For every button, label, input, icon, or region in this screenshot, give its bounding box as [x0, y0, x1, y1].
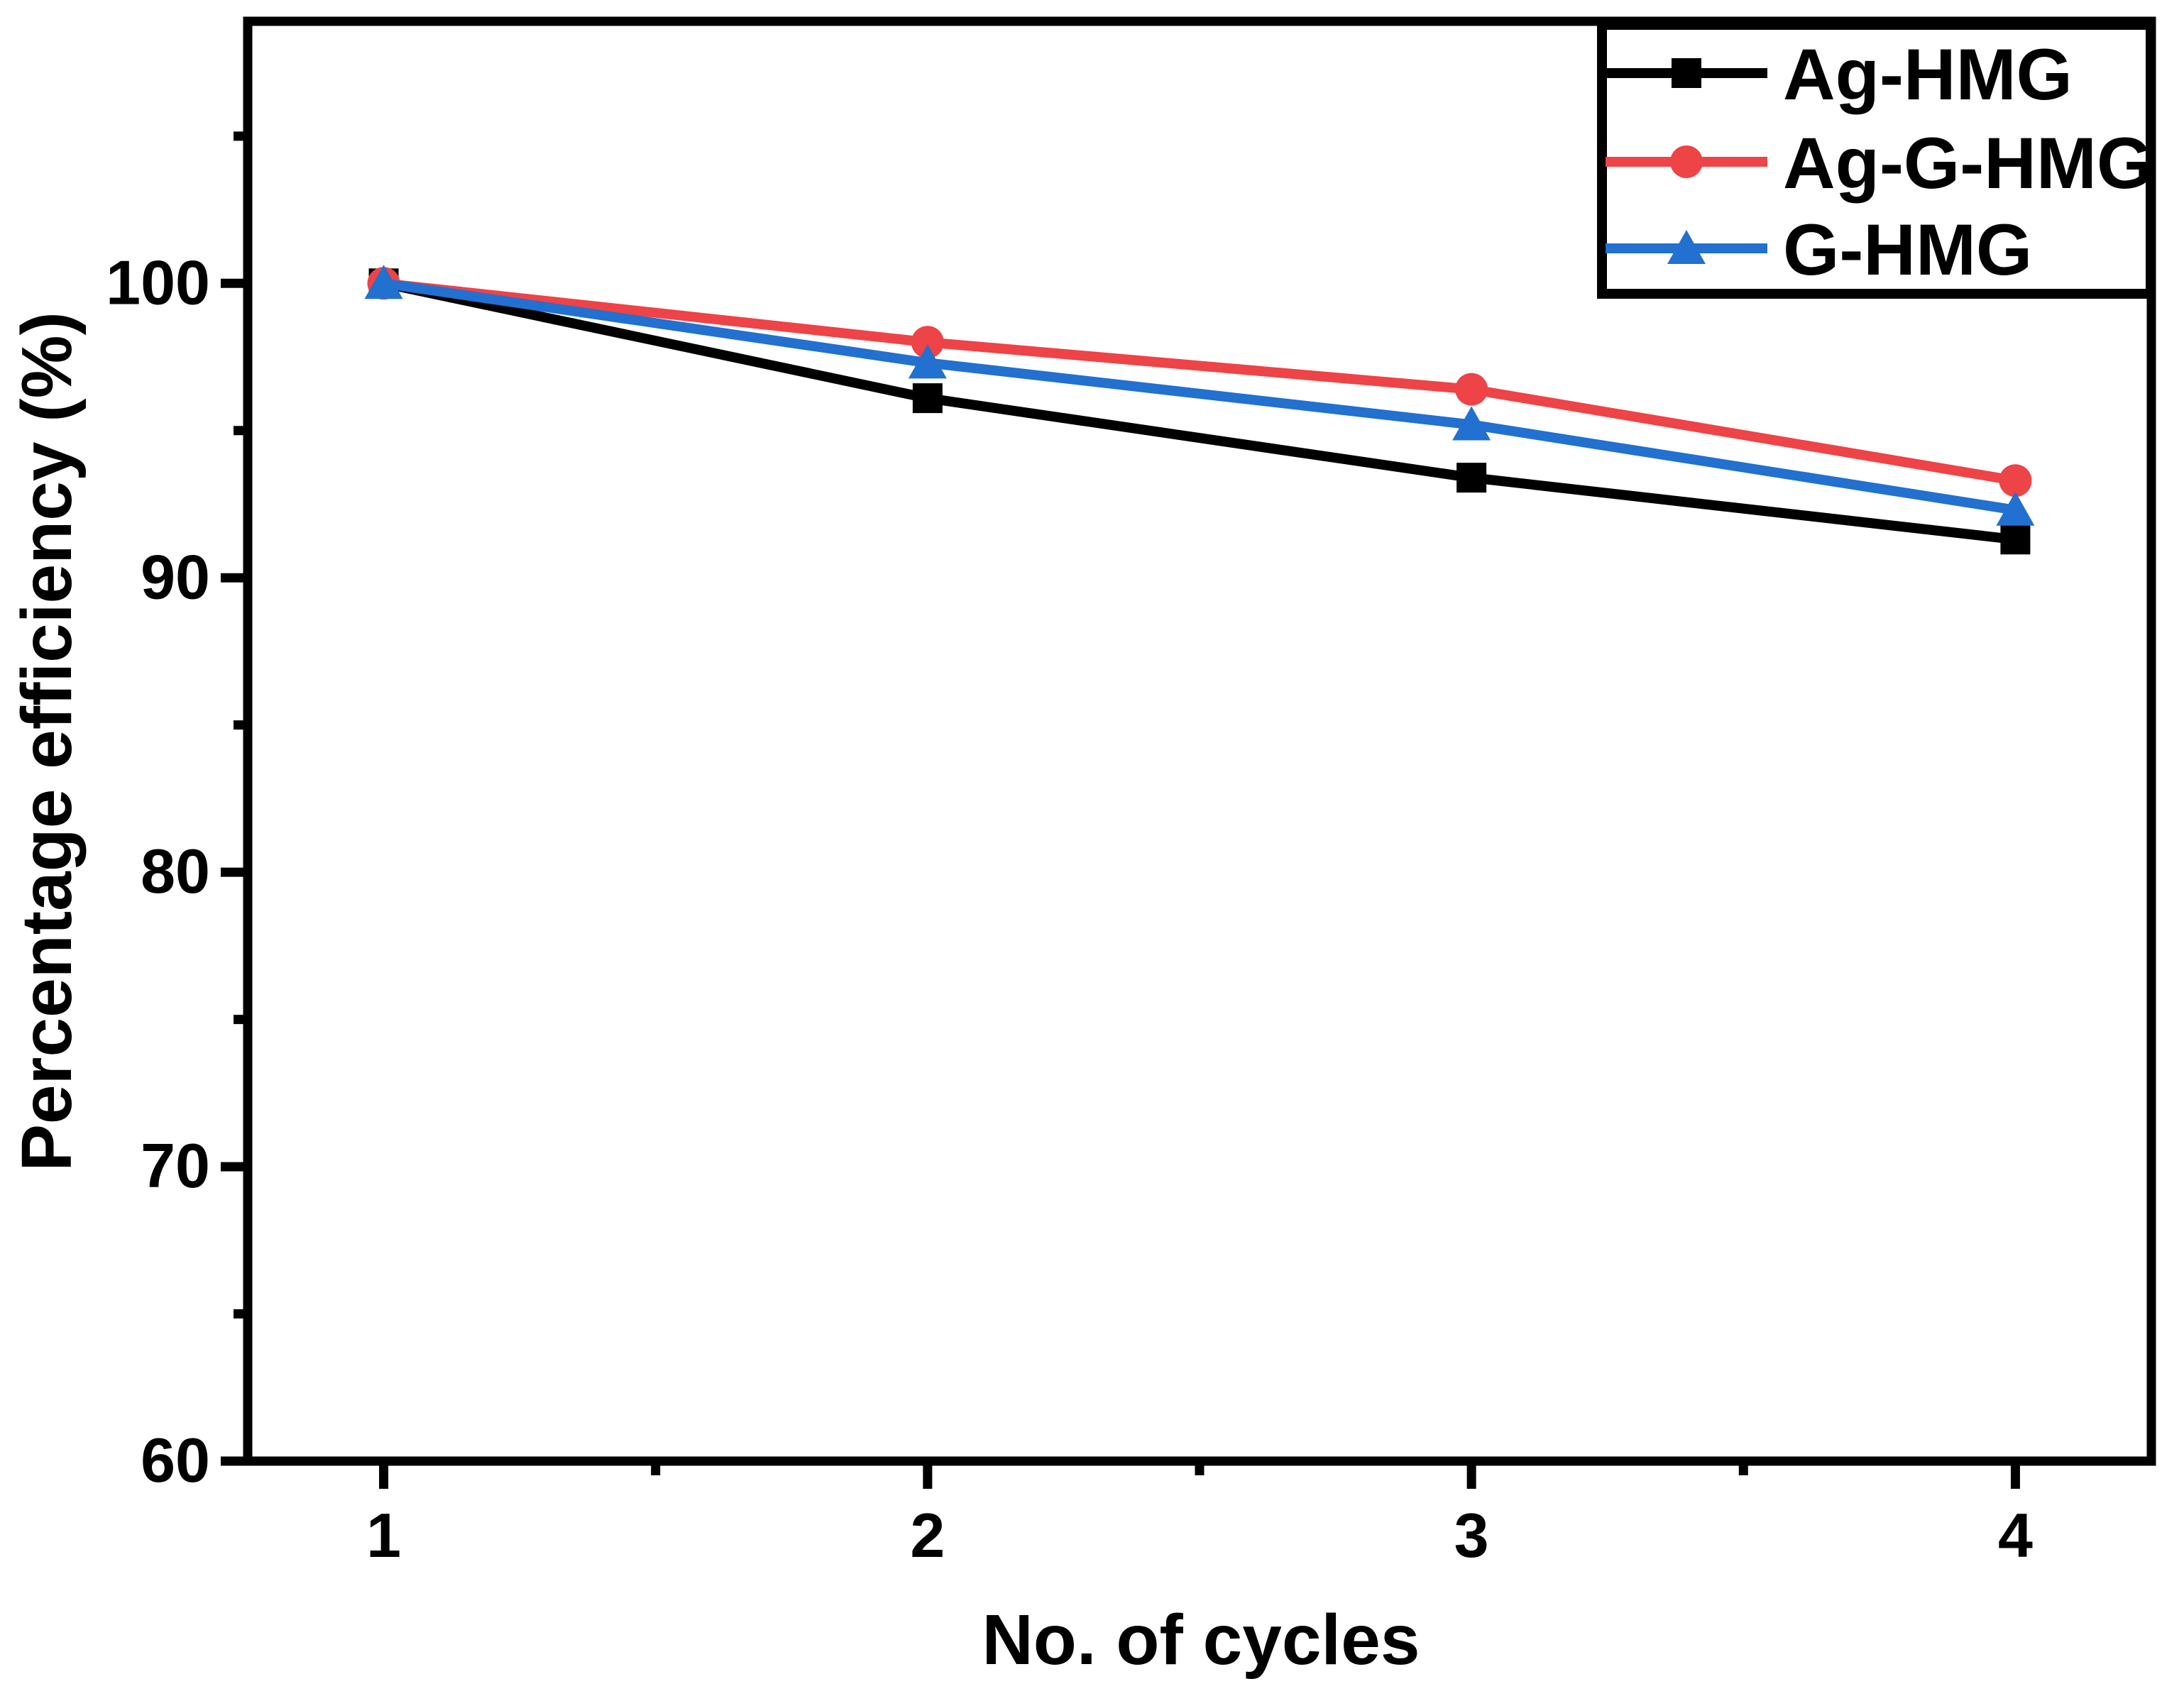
series-line-Ag-G-HMG	[383, 278, 2016, 486]
legend-label: G-HMG	[1783, 209, 2032, 290]
data-point-triangle	[1452, 406, 1491, 441]
triangle-marker-icon	[1667, 230, 1706, 264]
square-marker-icon	[1672, 58, 1701, 88]
y-tick-label: 60	[141, 1425, 210, 1495]
data-point-triangle	[364, 265, 403, 299]
series-plot-area	[364, 265, 2035, 555]
axes: 60 70 80 90 100 1 2 3 4	[106, 131, 2033, 1570]
y-axis-title: Percentage efficiency (%)	[7, 312, 87, 1172]
legend-item-ag-g-hmg: Ag-G-HMG	[1606, 123, 2153, 204]
data-point-circle	[1999, 464, 2032, 497]
y-tick-label: 70	[141, 1130, 210, 1201]
y-tick-label: 80	[141, 836, 210, 906]
circle-marker-icon	[1670, 145, 1703, 178]
x-tick-label: 3	[1454, 1500, 1489, 1570]
y-tick-label: 100	[106, 247, 210, 317]
y-tick-label: 90	[141, 541, 210, 612]
series-line-Ag-HMG	[383, 278, 2016, 545]
legend: Ag-HMG Ag-G-HMG G-HMG	[1597, 20, 2156, 299]
x-tick-label: 2	[910, 1500, 945, 1570]
data-point-triangle	[1996, 491, 2035, 526]
legend-item-g-hmg: G-HMG	[1606, 209, 2032, 290]
data-point-square	[1456, 463, 1487, 493]
data-point-square	[2000, 524, 2031, 555]
data-point-square	[912, 383, 943, 414]
data-point-circle	[911, 326, 944, 359]
series-line-G-HMG	[383, 278, 2016, 515]
x-tick-label: 1	[366, 1500, 401, 1570]
legend-item-ag-hmg: Ag-HMG	[1606, 34, 2073, 115]
x-tick-label: 4	[1998, 1500, 2033, 1570]
x-axis-title: No. of cycles	[982, 1600, 1420, 1680]
data-point-circle	[1455, 373, 1488, 406]
legend-label: Ag-G-HMG	[1783, 123, 2153, 204]
legend-label: Ag-HMG	[1783, 34, 2073, 115]
data-point-triangle	[908, 344, 947, 379]
